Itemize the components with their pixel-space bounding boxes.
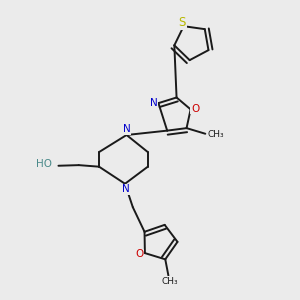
Text: N: N bbox=[123, 124, 130, 134]
Text: S: S bbox=[179, 16, 186, 29]
Text: O: O bbox=[191, 104, 199, 114]
Text: CH₃: CH₃ bbox=[208, 130, 224, 139]
Text: N: N bbox=[122, 184, 130, 194]
Text: N: N bbox=[150, 98, 158, 107]
Text: HO: HO bbox=[36, 159, 52, 169]
Text: O: O bbox=[135, 249, 143, 259]
Text: CH₃: CH₃ bbox=[161, 277, 178, 286]
